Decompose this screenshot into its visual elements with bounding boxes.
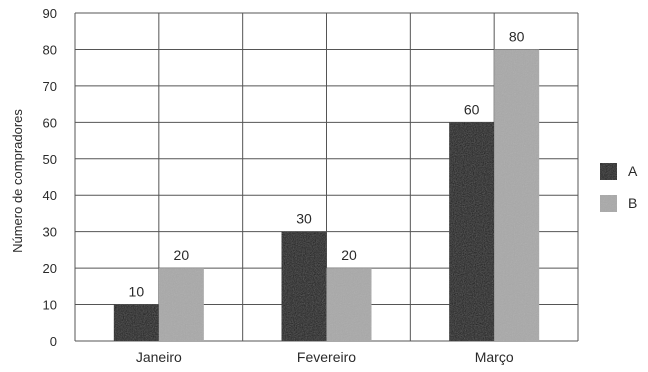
bar-b-1 — [326, 268, 372, 341]
y-axis-label: Número de compradores — [10, 109, 25, 253]
bar-value-label: 20 — [174, 247, 190, 263]
y-tick-label: 20 — [43, 261, 57, 276]
bar-b-2 — [494, 49, 540, 341]
y-tick-label: 0 — [50, 334, 57, 349]
bar-value-label: 30 — [296, 211, 312, 227]
bar-value-label: 10 — [129, 284, 145, 300]
bar-a-0 — [113, 304, 159, 341]
y-tick-label: 10 — [43, 298, 57, 313]
y-tick-label: 50 — [43, 152, 57, 167]
x-tick-label: Março — [475, 349, 514, 365]
legend-label-a: A — [628, 163, 638, 179]
legend-swatch-a — [600, 163, 617, 180]
y-tick-labels: 0 10 20 30 40 50 60 70 80 90 — [43, 6, 57, 349]
bar-value-label: 60 — [464, 101, 480, 117]
y-tick-label: 30 — [43, 225, 57, 240]
bar-a-1 — [281, 231, 327, 341]
bar-b-0 — [158, 268, 204, 341]
bar-value-label: 80 — [509, 28, 525, 44]
bars-group — [113, 49, 540, 341]
y-tick-label: 80 — [43, 42, 57, 57]
y-tick-label: 40 — [43, 188, 57, 203]
x-tick-label: Fevereiro — [297, 349, 356, 365]
bar-value-label: 20 — [341, 247, 357, 263]
legend-label-b: B — [628, 195, 637, 211]
x-tick-labels: Janeiro Fevereiro Março — [136, 349, 514, 365]
legend: AB — [600, 163, 638, 212]
y-tick-label: 70 — [43, 79, 57, 94]
legend-swatch-b — [600, 195, 617, 212]
x-tick-label: Janeiro — [136, 349, 182, 365]
data-labels-group: 10 20 30 20 60 80 — [129, 28, 525, 299]
bar-a-2 — [449, 122, 495, 341]
y-tick-label: 90 — [43, 6, 57, 21]
y-tick-label: 60 — [43, 115, 57, 130]
